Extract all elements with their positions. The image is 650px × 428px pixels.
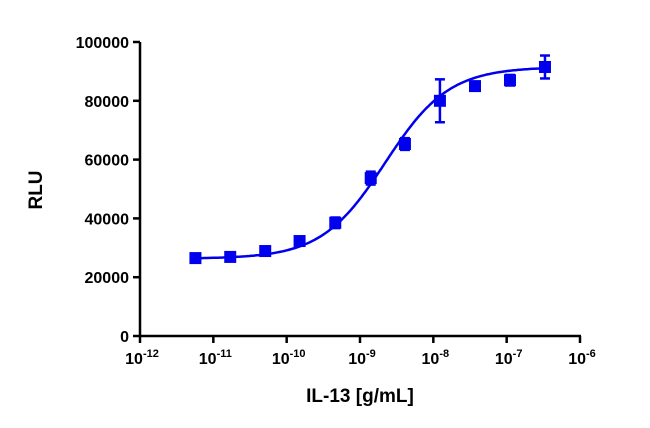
- data-point: [224, 250, 237, 263]
- y-tick-label: 100000: [76, 35, 129, 52]
- data-point: [503, 73, 516, 87]
- point-marker: [538, 60, 551, 73]
- point-marker: [503, 74, 516, 87]
- y-tick-label: 20000: [85, 270, 130, 287]
- point-marker: [189, 252, 202, 265]
- data-point: [259, 245, 272, 258]
- point-marker: [224, 250, 237, 263]
- x-tick-label: 10-9: [348, 348, 376, 368]
- point-marker: [293, 235, 306, 248]
- data-point: [189, 252, 202, 265]
- data-point: [329, 216, 342, 230]
- data-point: [293, 235, 306, 248]
- data-point: [398, 136, 411, 152]
- point-marker: [329, 216, 342, 229]
- data-point: [433, 78, 446, 124]
- y-tick-label: 0: [120, 329, 129, 346]
- fit-curve: [195, 66, 546, 260]
- x-tick-label: 10-6: [568, 348, 596, 368]
- point-marker: [259, 245, 272, 258]
- y-tick-label: 80000: [85, 94, 130, 111]
- data-point: [469, 80, 482, 93]
- y-axis-label: RLU: [26, 170, 47, 209]
- x-tick-label: 10-10: [272, 348, 306, 368]
- point-marker: [469, 80, 482, 93]
- x-tick-label: 10-7: [495, 348, 523, 368]
- y-tick-label: 40000: [85, 211, 130, 228]
- point-marker: [433, 94, 446, 107]
- x-tick-label: 10-8: [422, 348, 450, 368]
- x-tick-label: 10-12: [125, 348, 159, 368]
- y-tick-label: 60000: [85, 153, 130, 170]
- x-axis-label: IL-13 [g/mL]: [306, 386, 414, 407]
- x-tick-label: 10-11: [199, 348, 232, 368]
- point-marker: [398, 138, 411, 151]
- data-point: [538, 54, 551, 80]
- data-point: [364, 170, 377, 186]
- point-marker: [364, 172, 377, 185]
